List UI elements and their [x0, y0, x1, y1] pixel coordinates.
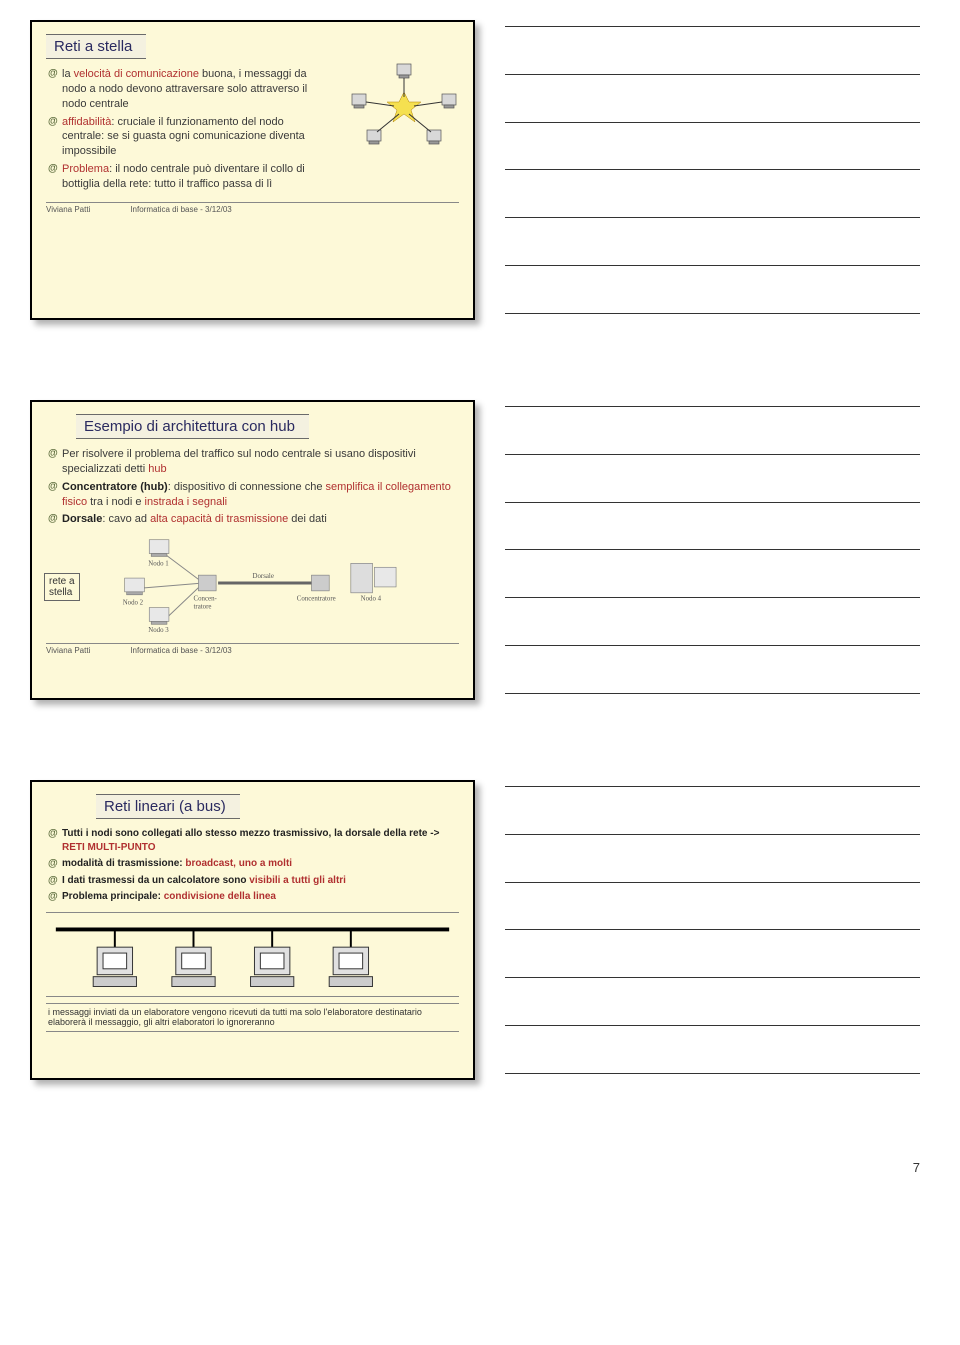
- note-line: [505, 1025, 920, 1026]
- note-line: [505, 1073, 920, 1074]
- dorsale-label: Dorsale: [253, 573, 274, 580]
- course-label: Informatica di base - 3/12/03: [130, 205, 231, 214]
- slide-card-hub: Esempio di architettura con hub Per riso…: [30, 400, 475, 700]
- author-label: Viviana Patti: [46, 646, 90, 655]
- note-line: [505, 597, 920, 598]
- note-line: [505, 645, 920, 646]
- bullet-item: Concentratore (hub): dispositivo di conn…: [46, 480, 459, 510]
- note-line: [505, 217, 920, 218]
- note-line: [505, 265, 920, 266]
- slide-title-wrap: Reti a stella: [46, 34, 146, 59]
- nodo1-label: Nodo 1: [148, 561, 169, 568]
- concentratore-label: Concentratore: [297, 596, 336, 603]
- bullet-item: modalità di trasmissione: broadcast, uno…: [46, 857, 459, 871]
- note-line: [505, 834, 920, 835]
- bullet-item: affidabilità: cruciale il funzionamento …: [46, 115, 326, 160]
- slide-title-wrap: Esempio di architettura con hub: [76, 414, 309, 439]
- svg-text:tratore: tratore: [194, 604, 212, 611]
- note-line: [505, 122, 920, 123]
- course-label: Informatica di base - 3/12/03: [130, 646, 231, 655]
- note-line: [505, 74, 920, 75]
- page-number: 7: [0, 1160, 960, 1175]
- hub-network-diagram: rete a stella: [46, 533, 459, 633]
- bullet-item: Problema: il nodo centrale può diventare…: [46, 162, 326, 192]
- concen-label: Concen-: [194, 596, 218, 603]
- note-line: [505, 786, 920, 787]
- bullet-list: la velocità di comunicazione buona, i me…: [46, 67, 326, 192]
- slide-card-bus: Reti lineari (a bus) Tutti i nodi sono c…: [30, 780, 475, 1080]
- slide-row-2: Esempio di architettura con hub Per riso…: [0, 400, 960, 700]
- slide-title: Reti lineari (a bus): [104, 798, 226, 815]
- bullet-list: Per risolvere il problema del traffico s…: [46, 447, 459, 527]
- slide-footer: Viviana Patti Informatica di base - 3/12…: [46, 202, 459, 214]
- bus-network-diagram: [46, 912, 459, 997]
- note-line: [505, 549, 920, 550]
- subnote: i messaggi inviati da un elaboratore ven…: [46, 1003, 459, 1033]
- author-label: Viviana Patti: [46, 205, 90, 214]
- nodo4-label: Nodo 4: [361, 596, 382, 603]
- nodo3-label: Nodo 3: [148, 627, 169, 633]
- note-line: [505, 454, 920, 455]
- notes-column: [505, 780, 930, 1080]
- note-line: [505, 693, 920, 694]
- bullet-item: I dati trasmessi da un calcolatore sono …: [46, 874, 459, 888]
- slide-title: Reti a stella: [54, 38, 132, 55]
- slide-row-3: Reti lineari (a bus) Tutti i nodi sono c…: [0, 780, 960, 1080]
- bullet-list: Tutti i nodi sono collegati allo stesso …: [46, 827, 459, 904]
- note-line: [505, 169, 920, 170]
- slide-title: Esempio di architettura con hub: [84, 418, 295, 435]
- notes-column: [505, 20, 930, 320]
- notes-column: [505, 400, 930, 700]
- slide-row-1: Reti a stella la velocità di comunicazio…: [0, 20, 960, 320]
- note-line: [505, 26, 920, 27]
- note-line: [505, 406, 920, 407]
- note-line: [505, 313, 920, 314]
- bullet-item: Problema principale: condivisione della …: [46, 890, 459, 904]
- slide-footer: Viviana Patti Informatica di base - 3/12…: [46, 643, 459, 655]
- slide-title-wrap: Reti lineari (a bus): [96, 794, 240, 819]
- note-line: [505, 502, 920, 503]
- slide-card-reti-stella: Reti a stella la velocità di comunicazio…: [30, 20, 475, 320]
- star-network-icon: [349, 62, 459, 152]
- bullet-item: Dorsale: cavo ad alta capacità di trasmi…: [46, 512, 459, 527]
- note-line: [505, 977, 920, 978]
- note-line: [505, 929, 920, 930]
- rete-stella-label: rete a stella: [44, 573, 80, 601]
- bullet-item: Tutti i nodi sono collegati allo stesso …: [46, 827, 459, 854]
- note-line: [505, 882, 920, 883]
- bullet-item: Per risolvere il problema del traffico s…: [46, 447, 459, 477]
- nodo2-label: Nodo 2: [123, 600, 144, 607]
- bullet-item: la velocità di comunicazione buona, i me…: [46, 67, 326, 112]
